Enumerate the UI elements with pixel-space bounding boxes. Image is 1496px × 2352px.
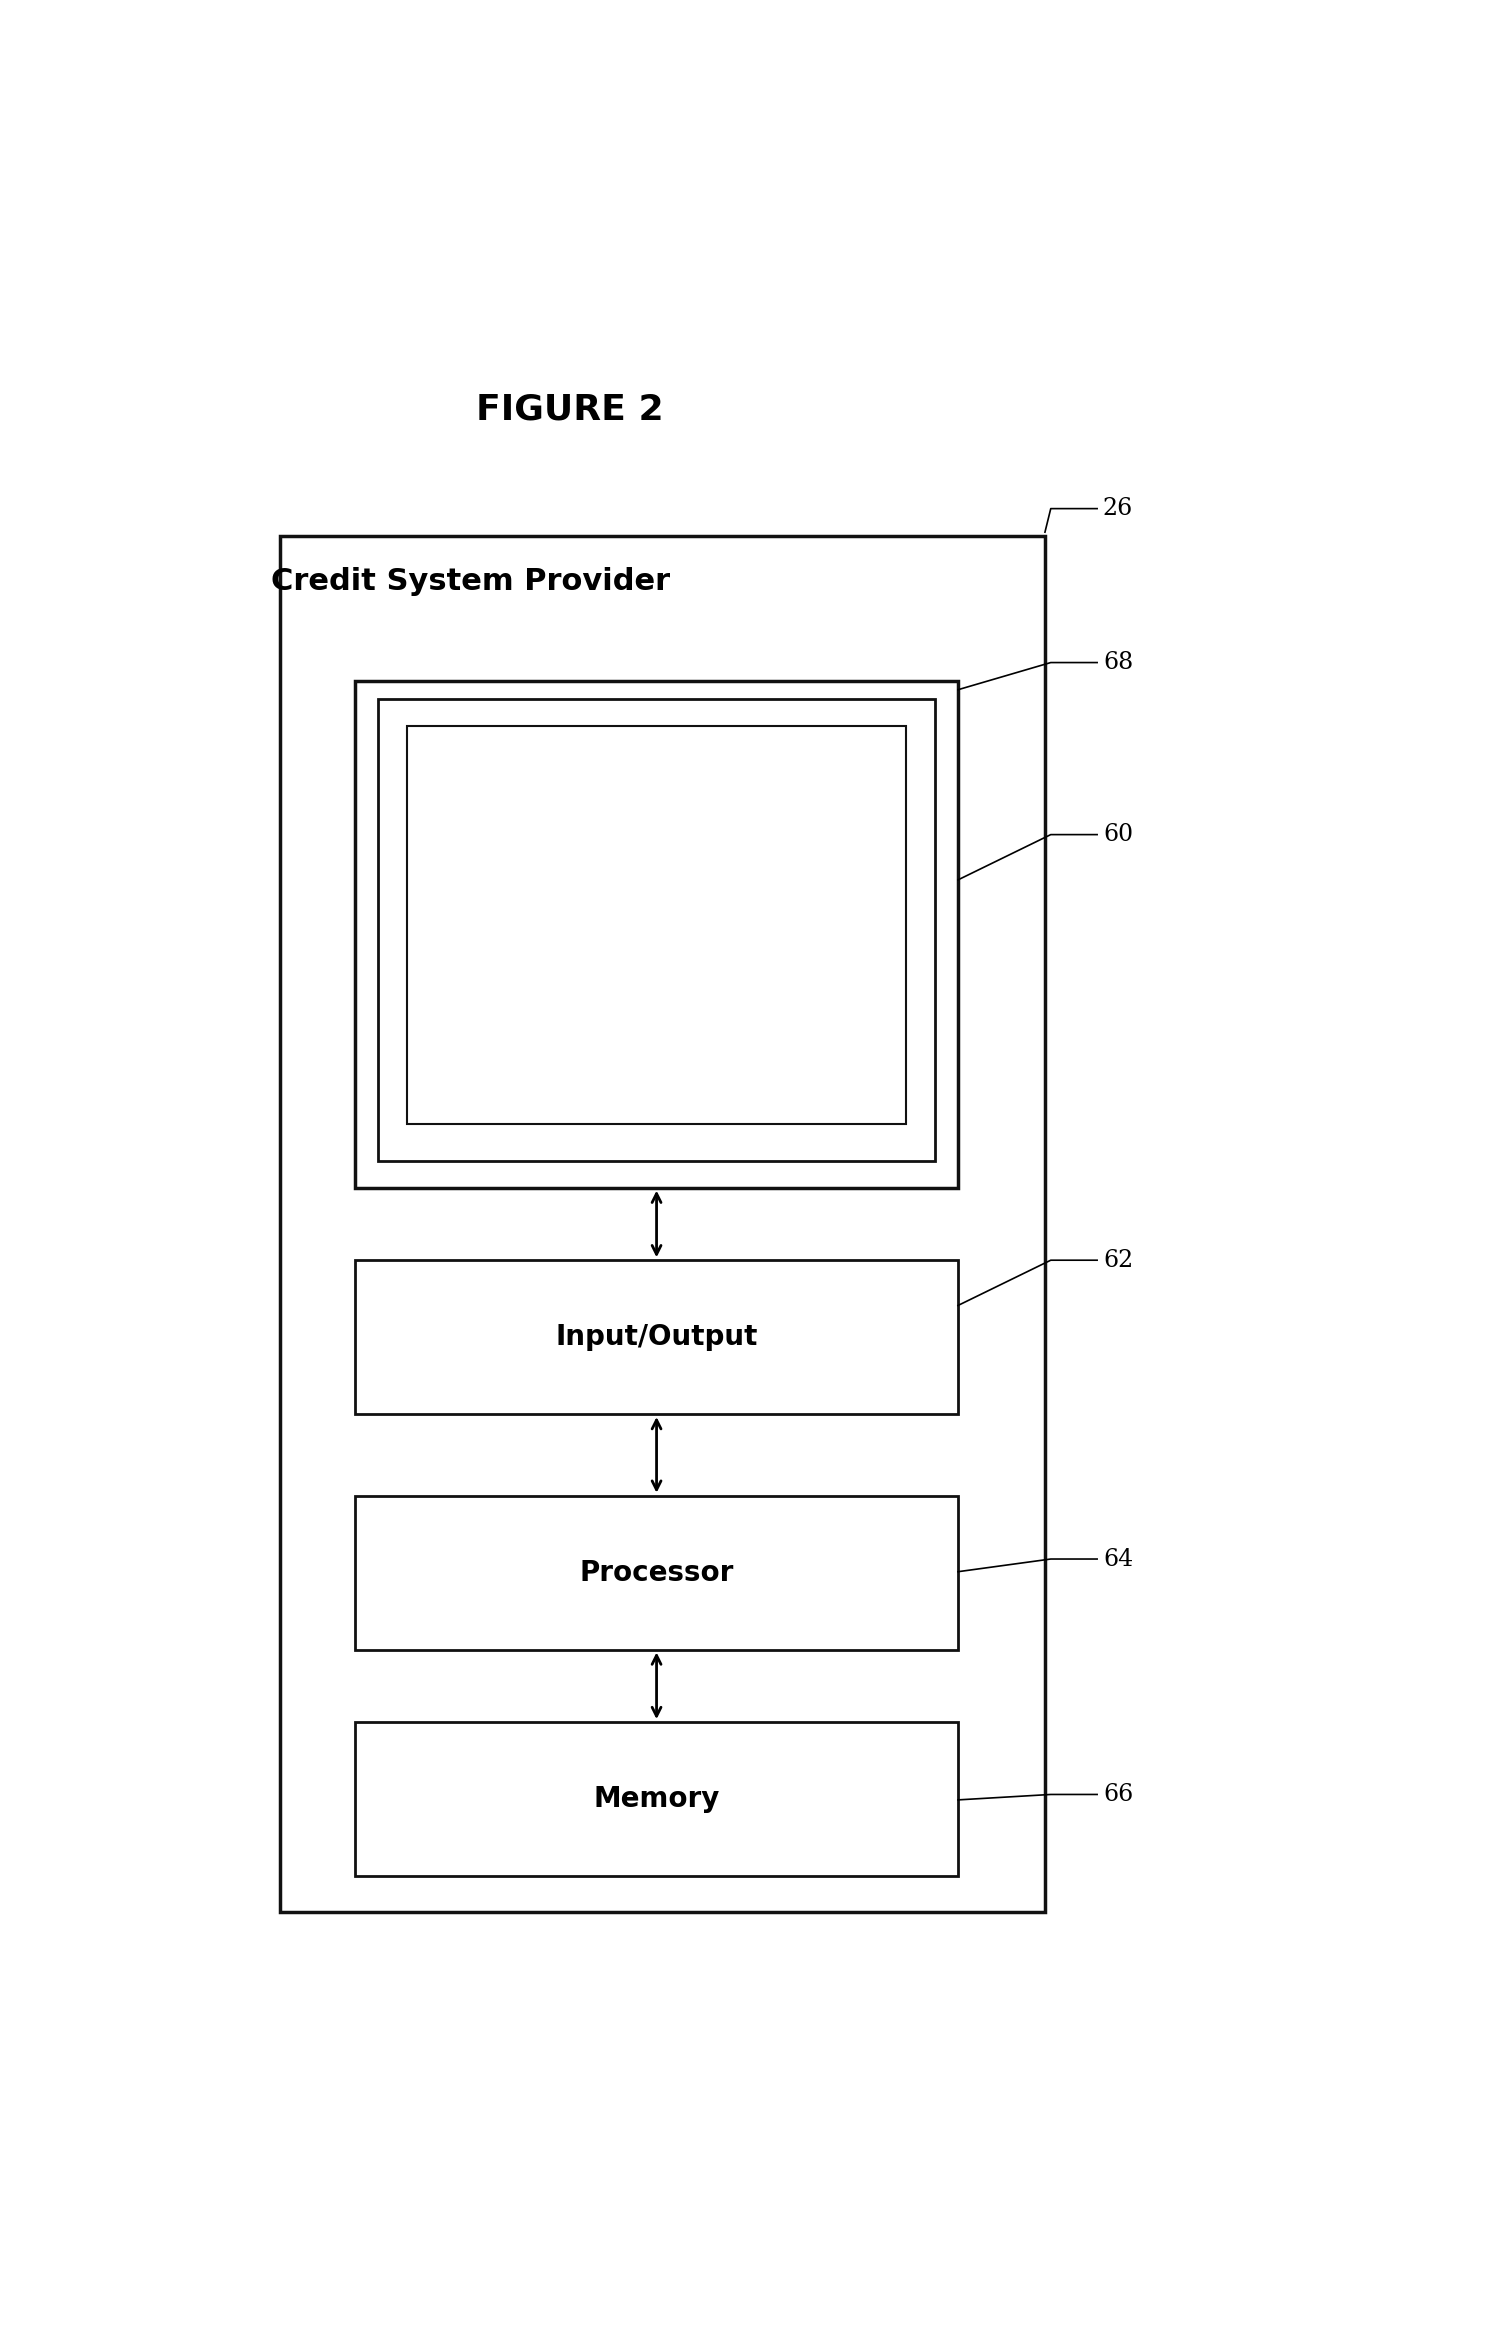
Bar [355, 1261, 957, 1414]
Bar [355, 680, 957, 1188]
Bar [355, 1722, 957, 1877]
Text: Input/Output: Input/Output [555, 1324, 758, 1350]
Text: Processor: Processor [579, 1559, 733, 1588]
Text: FIGURE 2: FIGURE 2 [476, 393, 663, 426]
Text: 60: 60 [1103, 823, 1132, 847]
Text: 26: 26 [1103, 496, 1132, 520]
Bar [378, 699, 935, 1160]
Text: 62: 62 [1103, 1249, 1132, 1272]
Text: Credit System Provider: Credit System Provider [271, 567, 670, 595]
Text: Memory: Memory [594, 1785, 720, 1813]
Bar [407, 727, 907, 1124]
Bar [355, 1496, 957, 1649]
Text: 66: 66 [1103, 1783, 1132, 1806]
Text: 64: 64 [1103, 1548, 1132, 1571]
Bar [280, 536, 1044, 1912]
Text: 68: 68 [1103, 652, 1132, 675]
